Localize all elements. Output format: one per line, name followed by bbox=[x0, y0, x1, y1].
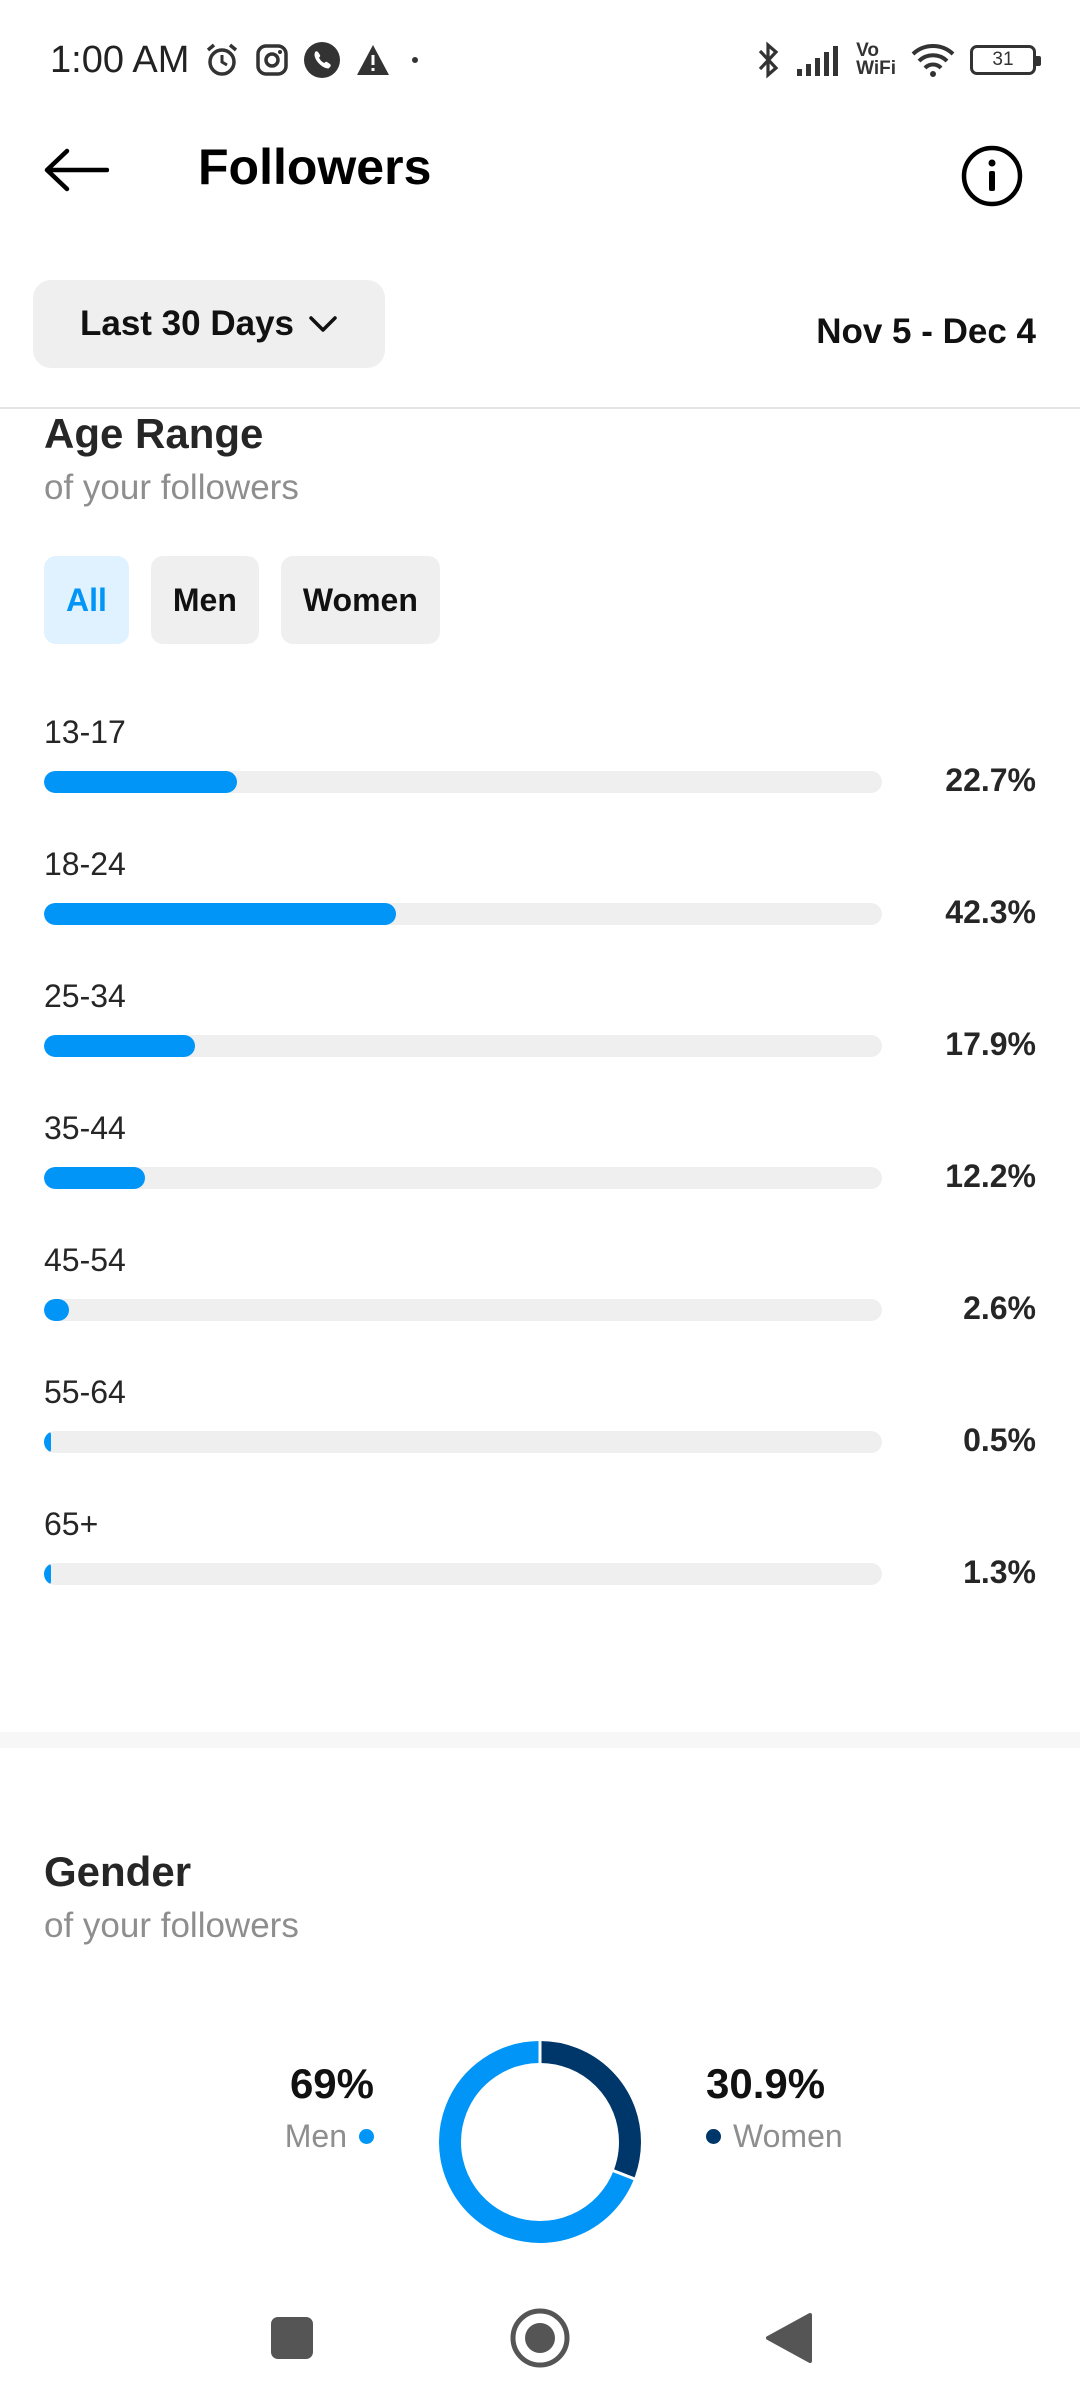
age-range-subtitle: of your followers bbox=[44, 468, 299, 507]
men-label: Men bbox=[284, 2118, 347, 2154]
vowifi-label: Vo WiFi bbox=[856, 40, 896, 79]
donut-gap-split bbox=[610, 2168, 638, 2182]
chevron-down-icon bbox=[309, 316, 337, 332]
age-bar-fill bbox=[44, 903, 396, 925]
alarm-icon bbox=[203, 41, 241, 79]
instagram-icon bbox=[255, 43, 289, 77]
gender-men-stat: 69% Men bbox=[285, 2060, 374, 2155]
wifi-icon bbox=[910, 42, 956, 78]
age-percentage: 12.2% bbox=[945, 1158, 1036, 1194]
age-bar-track bbox=[44, 903, 882, 925]
women-label: Women bbox=[733, 2118, 843, 2154]
gender-title: Gender bbox=[44, 1848, 192, 1895]
age-label: 55-64 bbox=[44, 1374, 126, 1410]
filter-men-tab[interactable]: Men bbox=[150, 556, 259, 644]
home-circle-icon bbox=[510, 2308, 570, 2368]
app-header: Followers bbox=[0, 120, 1080, 220]
age-bar-track bbox=[44, 1299, 882, 1321]
men-percentage: 69% bbox=[289, 2060, 374, 2107]
age-bar-fill bbox=[44, 1431, 51, 1453]
age-row-65-plus: 65+ 1.3% bbox=[44, 1492, 1036, 1624]
gender-women-stat: 30.9% Women bbox=[706, 2060, 843, 2155]
gender-breakdown: 69% Men 30.9% Women bbox=[0, 2040, 1080, 2260]
warning-icon bbox=[355, 43, 391, 77]
age-bar-track bbox=[44, 771, 882, 793]
age-label: 13-17 bbox=[44, 714, 126, 750]
battery-icon: 31 bbox=[970, 45, 1041, 75]
age-label: 35-44 bbox=[44, 1110, 126, 1146]
age-percentage: 2.6% bbox=[963, 1290, 1036, 1326]
period-dropdown-label: Last 30 Days bbox=[79, 304, 295, 343]
age-bar-fill bbox=[44, 1563, 51, 1585]
age-bar-fill bbox=[44, 1035, 195, 1057]
age-bar-track bbox=[44, 1167, 882, 1189]
age-bar-track bbox=[44, 1035, 882, 1057]
age-label: 18-24 bbox=[44, 846, 126, 882]
recents-button[interactable] bbox=[252, 2298, 332, 2378]
filter-all-tab[interactable]: All bbox=[44, 556, 129, 644]
age-bar-fill bbox=[44, 1299, 70, 1321]
page-title: Followers bbox=[198, 139, 432, 195]
gender-donut-chart bbox=[439, 2040, 641, 2243]
age-row-45-54: 45-54 2.6% bbox=[44, 1228, 1036, 1360]
age-bar-list: 13-17 22.7% 18-24 42.3% 25-34 17.9% 35-4… bbox=[44, 700, 1036, 1624]
age-row-55-64: 55-64 0.5% bbox=[44, 1360, 1036, 1492]
age-percentage: 42.3% bbox=[945, 894, 1036, 930]
recents-square-icon bbox=[271, 2317, 313, 2359]
age-row-13-17: 13-17 22.7% bbox=[44, 700, 1036, 832]
battery-level: 31 bbox=[992, 49, 1014, 70]
call-icon bbox=[303, 41, 341, 79]
men-legend-dot bbox=[359, 2129, 374, 2144]
women-legend-dot bbox=[706, 2129, 721, 2144]
age-label: 25-34 bbox=[44, 978, 126, 1014]
gender-subtitle: of your followers bbox=[44, 1906, 299, 1945]
age-bar-track bbox=[44, 1563, 882, 1585]
age-row-25-34: 25-34 17.9% bbox=[44, 964, 1036, 1096]
back-arrow-icon bbox=[44, 148, 109, 192]
header-divider bbox=[0, 407, 1080, 409]
age-row-18-24: 18-24 42.3% bbox=[44, 832, 1036, 964]
status-bar: 1:00 AM Vo WiFi bbox=[0, 0, 1080, 120]
period-dropdown[interactable]: Last 30 Days bbox=[33, 280, 385, 368]
section-separator bbox=[0, 1732, 1080, 1748]
age-row-35-44: 35-44 12.2% bbox=[44, 1096, 1036, 1228]
women-percentage: 30.9% bbox=[706, 2060, 826, 2107]
info-icon bbox=[961, 145, 1023, 207]
back-triangle-icon bbox=[766, 2313, 812, 2363]
info-button[interactable] bbox=[956, 140, 1028, 212]
age-bar-fill bbox=[44, 771, 237, 793]
signal-icon bbox=[796, 43, 842, 77]
age-percentage: 0.5% bbox=[963, 1422, 1036, 1458]
system-back-button[interactable] bbox=[748, 2298, 828, 2378]
system-navigation-bar bbox=[0, 2270, 1080, 2400]
bluetooth-icon bbox=[754, 40, 782, 80]
back-button[interactable] bbox=[36, 140, 116, 200]
age-label: 65+ bbox=[44, 1506, 99, 1542]
age-label: 45-54 bbox=[44, 1242, 126, 1278]
age-range-title: Age Range bbox=[44, 410, 264, 457]
status-time: 1:00 AM bbox=[50, 38, 190, 81]
dot-icon bbox=[405, 50, 425, 70]
age-percentage: 17.9% bbox=[945, 1026, 1036, 1062]
age-bar-track bbox=[44, 1431, 882, 1453]
date-range: Nov 5 - Dec 4 bbox=[816, 312, 1036, 351]
age-percentage: 1.3% bbox=[963, 1554, 1036, 1590]
age-bar-fill bbox=[44, 1167, 145, 1189]
age-percentage: 22.7% bbox=[945, 762, 1036, 798]
filter-women-tab[interactable]: Women bbox=[280, 556, 440, 644]
home-button[interactable] bbox=[500, 2298, 580, 2378]
age-filter-tabs: All Men Women bbox=[44, 556, 440, 644]
